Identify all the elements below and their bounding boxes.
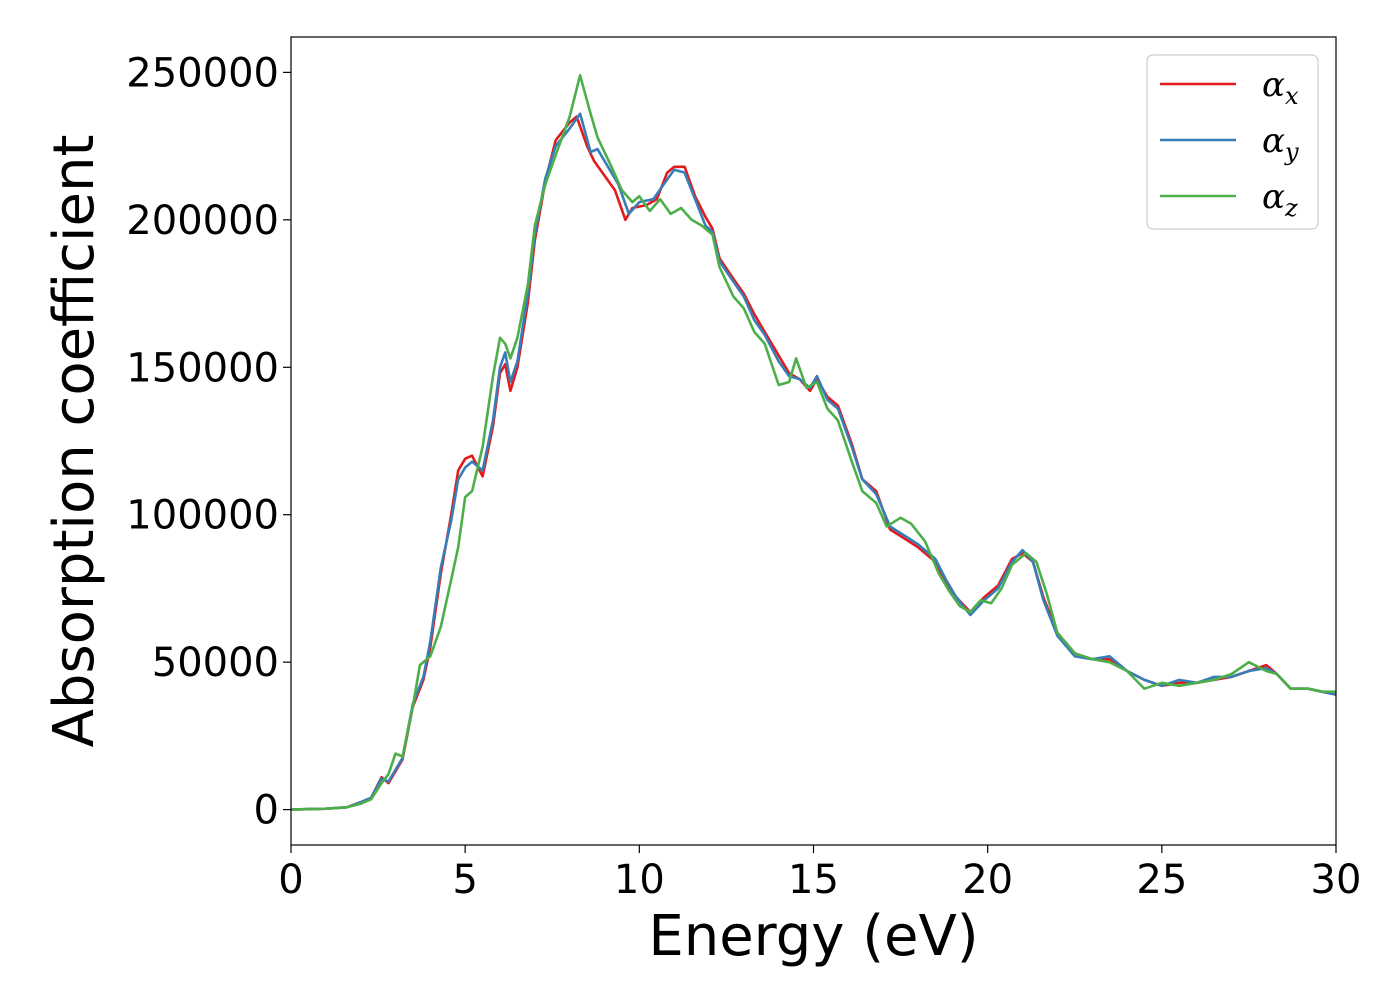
series-line-z (290, 74, 1336, 811)
legend-label-y: αy (1262, 121, 1299, 166)
y-tick-label: 200000 (126, 198, 279, 244)
y-axis-ticks: 0 50000 100000 150000 200000 250000 (126, 50, 291, 834)
x-tick-label: 20 (962, 857, 1013, 903)
x-tick-label: 25 (1136, 857, 1187, 903)
y-tick-label: 50000 (152, 640, 279, 686)
y-axis-label: Absorption coefficient (42, 135, 107, 748)
series-line-x (290, 115, 1337, 811)
legend-box (1146, 54, 1319, 230)
legend-label-z: αz (1262, 177, 1298, 222)
y-tick-label: 100000 (126, 493, 279, 539)
x-tick-label: 15 (788, 857, 839, 903)
y-tick-label: 0 (254, 788, 279, 834)
x-tick-label: 30 (1311, 857, 1362, 903)
x-axis-ticks: 0 5 10 15 20 25 30 (278, 845, 1361, 903)
x-tick-label: 10 (614, 857, 665, 903)
x-tick-label: 5 (452, 857, 477, 903)
series-layer (290, 74, 1337, 811)
x-tick-label: 0 (278, 857, 303, 903)
x-axis-label: Energy (eV) (648, 904, 978, 969)
y-tick-label: 250000 (126, 50, 279, 96)
legend-label-x: αx (1262, 65, 1299, 110)
y-tick-label: 150000 (126, 345, 279, 391)
series-line-y (290, 112, 1337, 811)
legend: αx αy αz (1146, 54, 1319, 230)
